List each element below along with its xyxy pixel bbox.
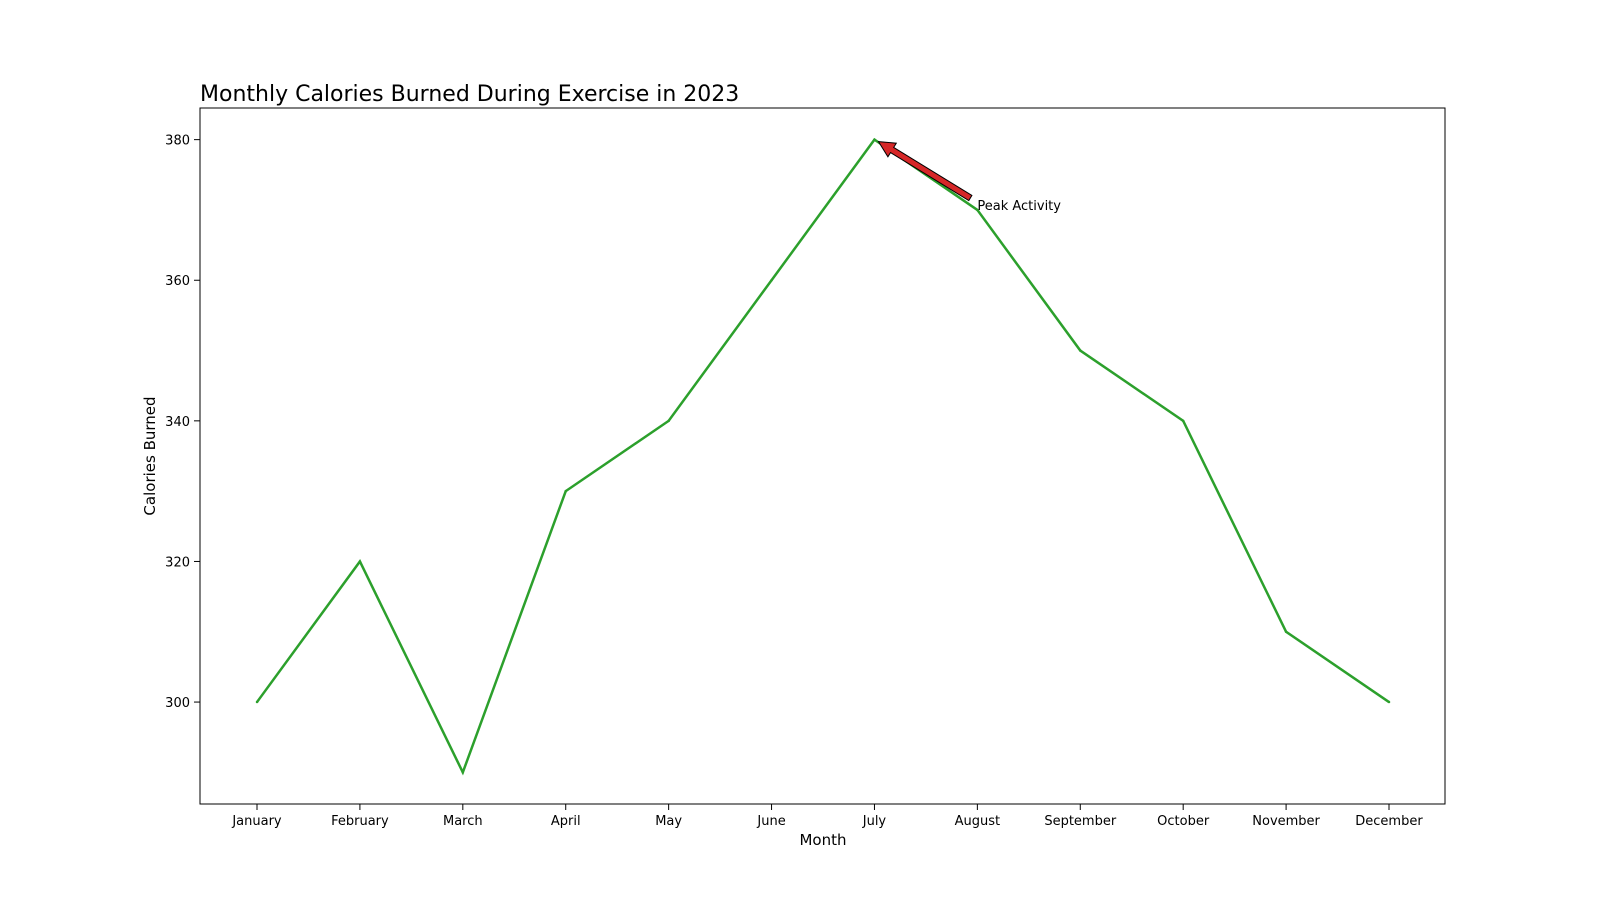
x-tick-label: January [231,814,282,829]
x-tick-label: May [655,814,682,829]
y-axis: 300 320 340 360 380 [165,134,200,711]
annotation-arrow [877,141,973,202]
data-point [1181,419,1185,423]
y-tick-label: 320 [165,555,190,570]
data-point [564,489,567,493]
x-tick-label: November [1252,814,1320,829]
y-axis-label: Calories Burned [141,396,159,515]
annotation-label: Peak Activity [977,199,1061,214]
data-point [358,560,362,563]
y-tick-label: 340 [165,415,190,430]
series-layer [255,137,1391,776]
data-point [461,771,465,774]
x-tick-label: December [1355,814,1423,829]
y-tick-label: 300 [165,696,190,711]
data-point [976,208,979,212]
x-tick-label: September [1044,814,1117,829]
data-point [255,700,259,704]
annotation-layer: Peak Activity [877,141,1061,214]
data-point [770,278,773,282]
series-line [255,137,1390,776]
y-tick-label: 360 [165,274,190,289]
data-point [1079,349,1082,352]
x-tick-label: March [443,814,483,829]
x-tick-label: August [955,814,1001,829]
x-tick-label: June [756,814,785,829]
data-point [667,419,670,423]
x-tick-label: February [331,814,389,829]
x-tick-label: October [1157,814,1210,829]
data-point [1387,700,1391,704]
x-axis: January February March April May June July Augu… [231,804,1423,829]
x-axis-label: Month [799,831,846,849]
data-point [1284,630,1288,634]
x-tick-label: April [551,814,581,829]
chart-title: Monthly Calories Burned During Exercise … [200,82,739,107]
y-tick-label: 380 [165,134,190,149]
x-tick-label: July [862,814,887,829]
data-point [873,138,876,141]
plot-area [199,107,1446,805]
